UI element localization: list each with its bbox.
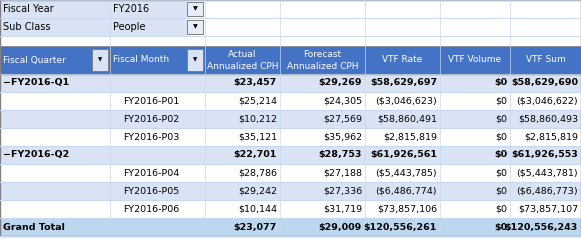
Text: $10,212: $10,212: [238, 114, 277, 123]
Text: $0: $0: [494, 222, 507, 232]
Bar: [0, 128, 581, 146]
Text: $0: $0: [494, 150, 507, 159]
Bar: [0, 110, 581, 128]
Text: $58,860,493: $58,860,493: [518, 114, 578, 123]
Bar: [0, 182, 581, 200]
Bar: [0, 0, 581, 18]
Bar: [0, 92, 581, 110]
Text: $23,457: $23,457: [234, 78, 277, 87]
Text: $24,305: $24,305: [323, 97, 362, 106]
Text: FY2016-P03: FY2016-P03: [123, 133, 180, 142]
Text: Fiscal Month: Fiscal Month: [113, 56, 169, 64]
Text: −FY2016-Q1: −FY2016-Q1: [3, 78, 69, 87]
Text: $23,077: $23,077: [234, 222, 277, 232]
Text: −FY2016-Q2: −FY2016-Q2: [3, 150, 69, 159]
Text: Actual: Actual: [228, 50, 257, 59]
Text: Sub Class: Sub Class: [3, 22, 51, 32]
Text: $22,701: $22,701: [234, 150, 277, 159]
Text: $120,556,243: $120,556,243: [505, 222, 578, 232]
Bar: [187, 20, 203, 34]
Text: VTF Volume: VTF Volume: [449, 56, 501, 64]
Text: People: People: [113, 22, 145, 32]
Text: $2,815,819: $2,815,819: [383, 133, 437, 142]
Text: $61,926,553: $61,926,553: [511, 150, 578, 159]
Text: Forecast: Forecast: [303, 50, 342, 59]
Text: $0: $0: [495, 97, 507, 106]
Text: FY2016: FY2016: [113, 4, 149, 14]
Text: ▼: ▼: [193, 7, 198, 12]
Text: Grand Total: Grand Total: [3, 222, 65, 232]
Text: FY2016-P05: FY2016-P05: [123, 186, 180, 196]
Text: $28,753: $28,753: [318, 150, 362, 159]
Bar: [187, 20, 203, 34]
Text: $28,786: $28,786: [238, 169, 277, 177]
Bar: [0, 200, 581, 218]
Text: $2,815,819: $2,815,819: [524, 133, 578, 142]
Text: FY2016-P02: FY2016-P02: [123, 114, 180, 123]
Bar: [0, 18, 110, 36]
Text: ($6,486,773): ($6,486,773): [517, 186, 578, 196]
Text: Fiscal Year: Fiscal Year: [3, 4, 53, 14]
Text: Fiscal Quarter: Fiscal Quarter: [3, 56, 66, 64]
Text: ▼: ▼: [193, 58, 197, 62]
Text: $27,188: $27,188: [323, 169, 362, 177]
Bar: [0, 0, 110, 18]
Text: $31,719: $31,719: [323, 205, 362, 213]
Text: ▼: ▼: [98, 58, 102, 62]
Text: FY2016-P06: FY2016-P06: [123, 205, 180, 213]
Bar: [0, 18, 581, 36]
Bar: [0, 218, 581, 236]
Text: ($5,443,781): ($5,443,781): [517, 169, 578, 177]
Bar: [0, 146, 581, 164]
Text: $0: $0: [495, 133, 507, 142]
Text: $61,926,561: $61,926,561: [370, 150, 437, 159]
Bar: [110, 18, 187, 36]
Text: $58,629,690: $58,629,690: [511, 78, 578, 87]
Bar: [110, 0, 187, 18]
Text: Annualized CPH: Annualized CPH: [287, 62, 358, 71]
Bar: [187, 2, 203, 16]
Text: $0: $0: [494, 78, 507, 87]
Bar: [0, 36, 581, 46]
Text: $120,556,261: $120,556,261: [364, 222, 437, 232]
Text: $73,857,106: $73,857,106: [377, 205, 437, 213]
Text: $0: $0: [495, 205, 507, 213]
Text: $29,269: $29,269: [318, 78, 362, 87]
Text: $25,214: $25,214: [238, 97, 277, 106]
Text: VTF Rate: VTF Rate: [382, 56, 422, 64]
Text: $73,857,107: $73,857,107: [518, 205, 578, 213]
Text: FY2016-P04: FY2016-P04: [123, 169, 180, 177]
Text: $0: $0: [495, 186, 507, 196]
Text: ($3,046,622): ($3,046,622): [517, 97, 578, 106]
Text: $27,569: $27,569: [323, 114, 362, 123]
Bar: [187, 49, 203, 71]
Text: $58,860,491: $58,860,491: [377, 114, 437, 123]
Bar: [187, 2, 203, 16]
Text: ▼: ▼: [193, 24, 198, 29]
Text: $35,962: $35,962: [323, 133, 362, 142]
Text: $0: $0: [495, 169, 507, 177]
Text: $0: $0: [495, 114, 507, 123]
Text: $58,629,697: $58,629,697: [370, 78, 437, 87]
Text: ($6,486,774): ($6,486,774): [375, 186, 437, 196]
Text: VTF Sum: VTF Sum: [526, 56, 565, 64]
Text: $27,336: $27,336: [323, 186, 362, 196]
Bar: [0, 164, 581, 182]
Text: $35,121: $35,121: [238, 133, 277, 142]
Text: $29,009: $29,009: [319, 222, 362, 232]
Text: ($3,046,623): ($3,046,623): [375, 97, 437, 106]
Text: $10,144: $10,144: [238, 205, 277, 213]
Bar: [0, 74, 581, 92]
Bar: [0, 46, 581, 74]
Text: ($5,443,785): ($5,443,785): [375, 169, 437, 177]
Text: FY2016-P01: FY2016-P01: [123, 97, 180, 106]
Text: $29,242: $29,242: [238, 186, 277, 196]
Text: Annualized CPH: Annualized CPH: [207, 62, 278, 71]
Bar: [92, 49, 108, 71]
